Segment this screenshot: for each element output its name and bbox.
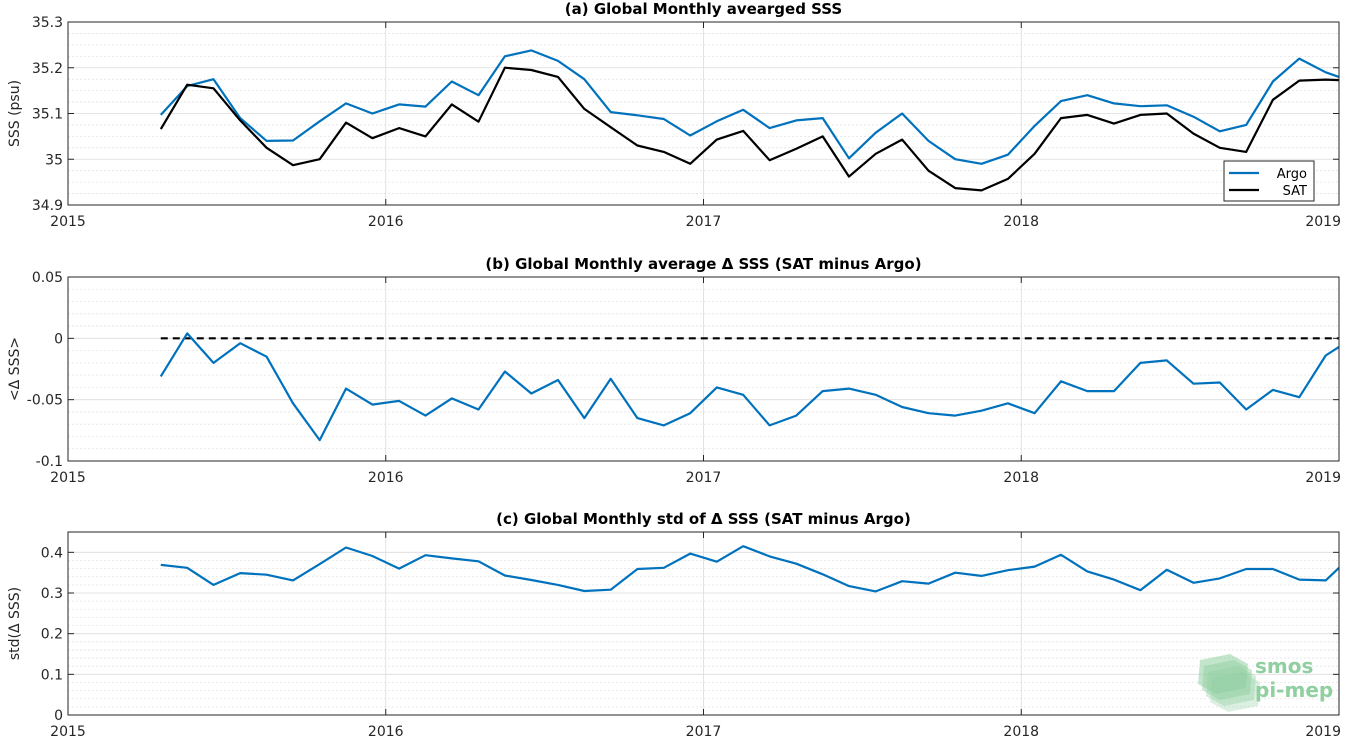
y-axis-label: std(Δ SSS) [7,587,23,660]
y-tick-label: 0.2 [41,627,63,643]
series-line-sat [159,66,1340,192]
x-tick-label: 2019 [1305,214,1341,230]
logo-wave-icon [1202,660,1252,700]
legend-box [1223,160,1315,202]
x-tick-label: 2017 [686,214,722,230]
x-tick-label: 2018 [1003,214,1039,230]
chart-panel-2: -0.1 -0.05 0 0.05 2015 2016 2017 2018 2019 (b) Gl… [7,255,1341,486]
series-line-argo [159,49,1340,165]
x-tick-label: 2016 [368,214,404,230]
x-tick-label: 2016 [368,470,404,486]
x-tick-label: 2015 [50,470,86,486]
y-tick-label: 35 [45,152,63,168]
logo-wave-icon [1210,672,1260,712]
y-tick-label: 0 [54,331,63,347]
x-tick-label: 2019 [1305,470,1341,486]
y-axis-label: <Δ SSS> [7,337,23,401]
x-tick-label: 2017 [686,724,722,737]
x-tick-label: 2017 [686,470,722,486]
logo-wave-icon [1206,666,1256,706]
y-tick-label: 0.05 [32,270,63,286]
logo-wave-icon [1198,654,1248,694]
logo-text-pi-mep: pi-mep [1255,678,1333,702]
chart-title: (b) Global Monthly average Δ SSS (SAT mi… [485,255,921,273]
chart-panel-3: 0 0.1 0.2 0.3 0.4 2015 2016 2017 2018 2019 (c) Glo… [7,510,1341,737]
y-tick-label: 35.3 [32,15,63,31]
x-tick-label: 2018 [1003,470,1039,486]
y-tick-label: -0.05 [27,393,63,409]
y-axis-label: SSS (psu) [7,80,23,147]
y-tick-label: 34.9 [32,198,63,214]
legend: Argo SAT [1223,160,1315,202]
legend-label-argo: Argo [1277,167,1307,182]
series-line-series-1 [160,545,1340,593]
y-tick-label: 0.4 [41,545,63,561]
legend-label-sat: SAT [1283,184,1307,199]
y-tick-label: 35.2 [32,61,63,77]
logo-text-smos: smos [1255,654,1313,678]
y-tick-label: 0.1 [41,667,63,683]
x-tick-label: 2019 [1305,724,1341,737]
y-tick-label: 35.1 [32,107,63,123]
x-tick-label: 2015 [50,724,86,737]
y-tick-label: 0 [54,708,63,724]
y-tick-label: 0.3 [41,586,63,602]
x-tick-label: 2015 [50,214,86,230]
series-line-series-1 [159,332,1340,442]
chart-title: (a) Global Monthly avearged SSS [565,0,842,18]
chart-title: (c) Global Monthly std of Δ SSS (SAT min… [496,510,911,528]
chart-panel-1: 34.9 35 35.1 35.2 35.3 2015 2016 2017 2018 2019 (a… [7,0,1341,230]
x-tick-label: 2018 [1003,724,1039,737]
x-tick-label: 2016 [368,724,404,737]
y-tick-label: -0.1 [36,454,63,470]
